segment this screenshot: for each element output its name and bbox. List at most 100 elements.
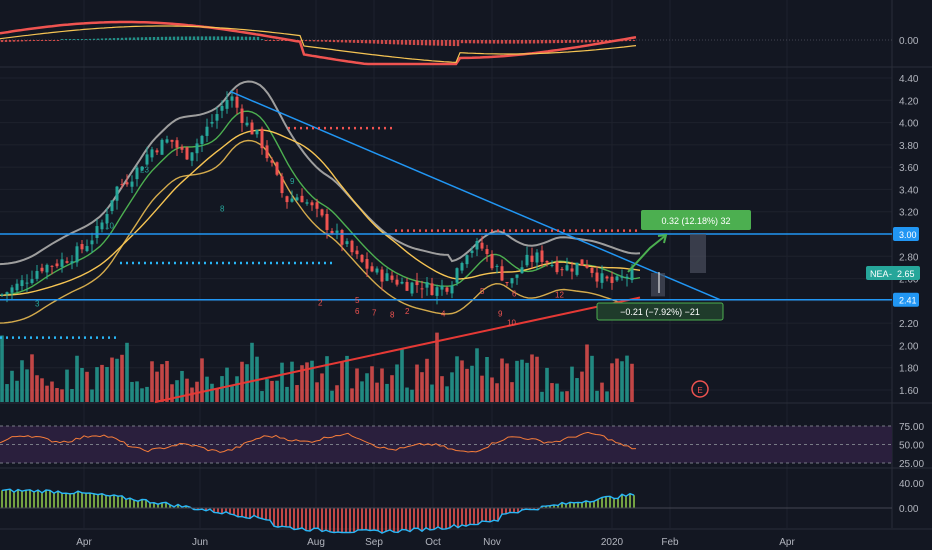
momentum-bar [121, 495, 123, 508]
momentum-bar [417, 508, 419, 529]
volume-bar [130, 381, 134, 402]
macd-histogram-bar [260, 39, 264, 40]
volume-bar [610, 363, 614, 402]
downside-label: −0.21 (−7.92%) −21 [620, 307, 700, 317]
candle-body [10, 287, 14, 293]
time-axis-label: Nov [483, 537, 501, 548]
momentum-bar [141, 499, 143, 508]
volume-bar [75, 355, 79, 402]
macd-histogram-bar [120, 37, 124, 40]
candle-body [135, 167, 139, 180]
candle-body [120, 184, 124, 186]
momentum-bar [549, 505, 551, 508]
volume-bar [270, 380, 274, 402]
ma-orange-line [0, 129, 641, 296]
macd-histogram-bar [364, 40, 368, 44]
momentum-bar [129, 498, 131, 508]
candle-body [140, 166, 144, 171]
price-axis-label: 1.80 [899, 364, 919, 375]
momentum-bar [185, 505, 187, 508]
current-price-value: 2.65 [897, 269, 915, 279]
candle-body [575, 262, 579, 275]
candle-body [510, 278, 514, 284]
candle-body [465, 255, 469, 265]
macd-histogram-bar [596, 40, 600, 43]
volume-bar [615, 358, 619, 402]
momentum-bar [477, 508, 479, 525]
momentum-axis-label: 40.00 [899, 479, 924, 490]
candle-body [475, 241, 479, 250]
candle-body [305, 202, 309, 204]
macd-histogram-bar [152, 36, 156, 40]
momentum-bar [481, 508, 483, 522]
momentum-bar [589, 501, 591, 508]
macd-histogram-bar [220, 36, 224, 40]
macd-histogram-bar [180, 36, 184, 40]
volume-bar [180, 370, 184, 402]
candle-body [390, 275, 394, 280]
momentum-bar [393, 508, 395, 533]
price-axis-label: 3.80 [899, 141, 919, 152]
candle-body [605, 276, 609, 279]
volume-bar [520, 359, 524, 402]
momentum-bar [453, 508, 455, 525]
momentum-bar [629, 493, 631, 508]
macd-histogram-bar [112, 38, 116, 40]
volume-bar [305, 362, 309, 402]
momentum-bar [177, 504, 179, 508]
momentum-bar [165, 502, 167, 508]
momentum-bar [389, 508, 391, 530]
momentum-bar [97, 494, 99, 508]
macd-histogram-bar [628, 40, 632, 42]
candle-body [165, 139, 169, 143]
momentum-bar [381, 508, 383, 534]
volume-bar [630, 363, 634, 402]
momentum-bar [133, 500, 135, 508]
momentum-bar [517, 508, 519, 513]
macd-histogram-bar [64, 39, 68, 40]
volume-bar [475, 348, 479, 402]
volume-bar [285, 386, 289, 402]
momentum-bar [597, 499, 599, 508]
current-price-separator: - [889, 269, 892, 279]
momentum-bar [493, 508, 495, 521]
momentum-bar [593, 501, 595, 508]
volume-bar [25, 369, 29, 402]
momentum-bar [469, 508, 471, 525]
volume-bar [45, 385, 49, 402]
momentum-bar [137, 501, 139, 508]
momentum-bar [49, 490, 51, 508]
momentum-bar [169, 504, 171, 508]
macd-histogram-bar [140, 37, 144, 40]
momentum-bar [601, 497, 603, 508]
macd-histogram-bar [572, 40, 576, 43]
volume-bar [330, 390, 334, 402]
macd-histogram-bar [408, 40, 412, 45]
volume-bar [90, 389, 94, 402]
candle-body [490, 254, 494, 269]
momentum-bar [241, 508, 243, 517]
momentum-bar [25, 490, 27, 508]
candle-body [300, 195, 304, 203]
candle-body [0, 294, 4, 296]
macd-histogram-bar [420, 40, 424, 46]
macd-histogram-bar [172, 36, 176, 40]
candle-body [145, 154, 149, 165]
macd-histogram-bar [0, 40, 4, 43]
candle-body [255, 129, 259, 135]
volume-bar [350, 388, 354, 402]
macd-histogram-bar [540, 40, 544, 44]
momentum-bar [577, 502, 579, 508]
candle-body [250, 122, 254, 135]
macd-histogram-bar [336, 40, 340, 43]
volume-bar [455, 356, 459, 402]
volume-bar [560, 391, 564, 402]
volume-bar [300, 365, 304, 402]
macd-histogram-bar [312, 40, 316, 42]
upside-label-box [641, 210, 751, 230]
candle-body [50, 265, 54, 267]
candle-body [155, 150, 159, 153]
momentum-bar [573, 502, 575, 508]
support-axis-tag [893, 292, 919, 307]
macd-histogram-bar [224, 36, 228, 40]
